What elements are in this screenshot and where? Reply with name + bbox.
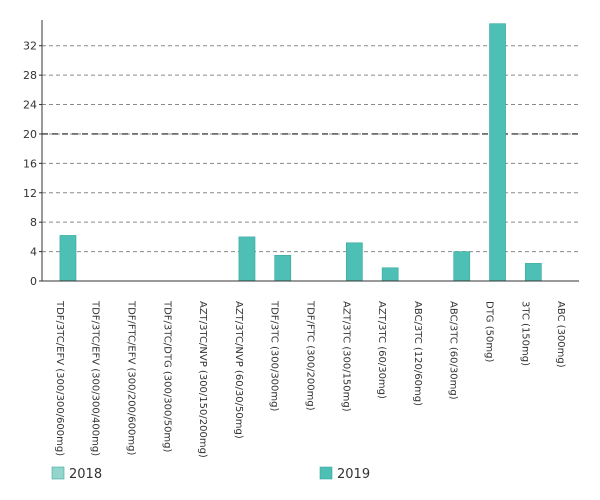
x-category-labels: TDF/3TC/EFV (300/300/600mg) TDF/3TC/EFV (… xyxy=(54,300,566,458)
x-category-label: TDF/3TC/DTG (300/300/50mg) xyxy=(161,300,172,453)
bar-2019 xyxy=(59,235,77,282)
x-category-label: ABC (300mg) xyxy=(555,301,566,368)
bar-2019 xyxy=(453,251,471,282)
x-category-label: AZT/3TC (300/150mg) xyxy=(340,301,351,412)
legend-swatch-2019 xyxy=(319,466,333,480)
x-category-label: TDF/3TC/EFV (300/300/400mg) xyxy=(90,300,101,456)
legend-label-2018: 2018 xyxy=(69,467,102,482)
legend: 2018 2019 xyxy=(51,466,370,482)
y-tick-labels: 0 4 8 12 16 20 24 28 32 xyxy=(23,40,37,288)
x-category-label: 3TC (150mg) xyxy=(519,301,530,366)
y-tick-label: 0 xyxy=(30,275,37,288)
x-category-label: ABC/3TC (120/60mg) xyxy=(412,301,423,406)
y-tick-label: 28 xyxy=(23,69,37,82)
bar-2019 xyxy=(345,242,363,282)
x-category-label: AZT/3TC/NVP (60/30/50mg) xyxy=(233,301,244,439)
x-category-label: AZT/3TC (60/30mg) xyxy=(376,301,387,399)
bar-2019 xyxy=(489,23,506,282)
x-category-label: TDF/3TC (300/300mg) xyxy=(269,300,280,412)
bars xyxy=(59,23,542,282)
y-tick-label: 16 xyxy=(23,157,37,170)
y-tick-label: 20 xyxy=(23,128,37,141)
x-category-label: TDF/3TC/EFV (300/300/600mg) xyxy=(54,300,65,456)
y-tick-label: 12 xyxy=(23,187,37,200)
bar-2019 xyxy=(238,236,256,282)
legend-swatch-2018 xyxy=(51,466,65,480)
x-category-label: AZT/3TC/NVP (300/150/200mg) xyxy=(197,301,208,458)
legend-label-2019: 2019 xyxy=(337,467,370,482)
gridlines xyxy=(42,45,579,253)
y-tick-label: 8 xyxy=(30,216,37,229)
x-category-label: TDF/FTC (300/200mg) xyxy=(305,300,316,411)
y-tick-label: 32 xyxy=(23,40,37,53)
bar-2019 xyxy=(274,254,292,282)
y-tick-label: 24 xyxy=(23,99,37,112)
x-category-label: TDF/FTC/EFV (300/200/600mg) xyxy=(126,300,137,455)
y-tick-label: 4 xyxy=(30,246,37,259)
axes xyxy=(39,20,579,282)
bar-2019 xyxy=(524,263,542,282)
x-category-label: DTG (50mg) xyxy=(484,301,495,362)
x-category-label: ABC/3TC (60/30mg) xyxy=(448,301,459,400)
bar-2019 xyxy=(381,267,399,282)
